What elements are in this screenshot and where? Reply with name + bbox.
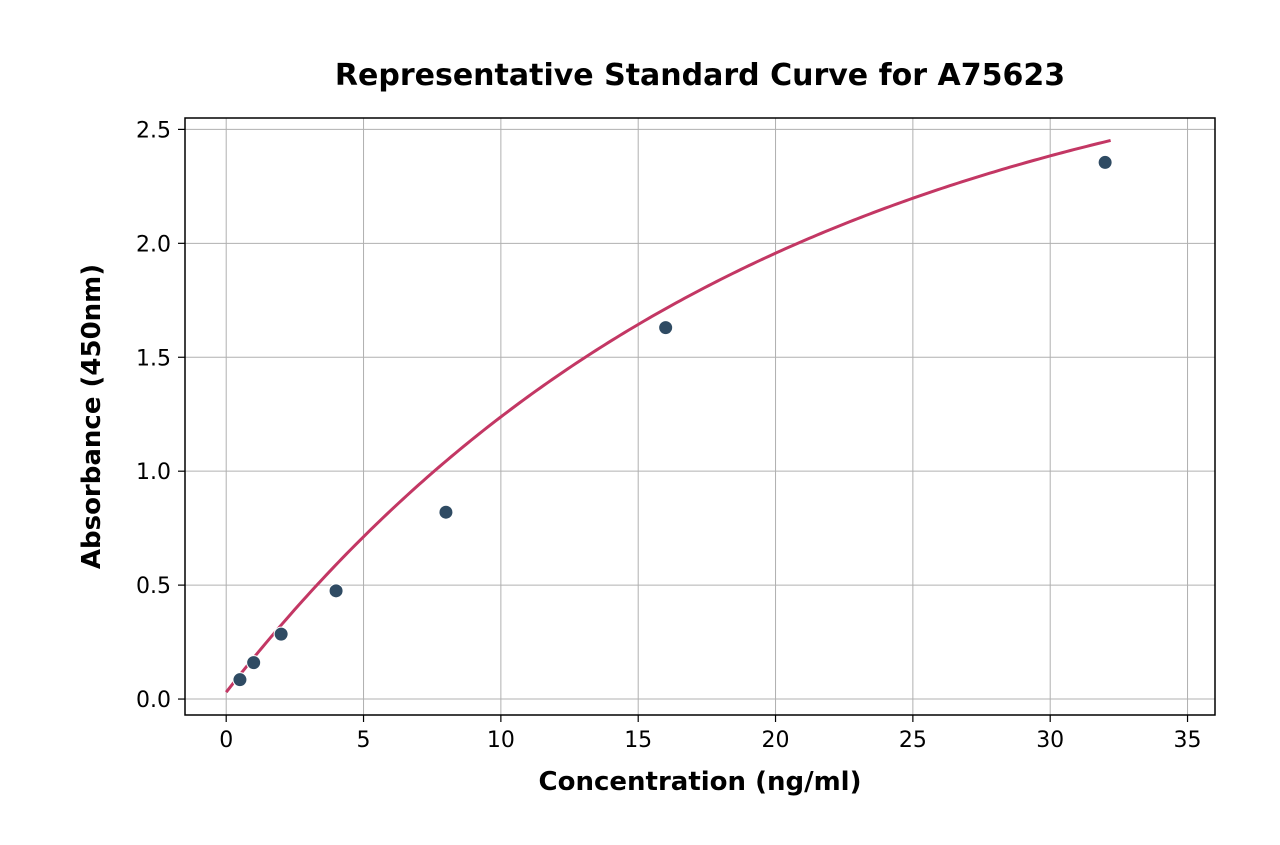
data-point	[329, 584, 343, 598]
x-tick-label: 30	[1036, 728, 1064, 753]
x-tick-label: 20	[762, 728, 790, 753]
chart-title: Representative Standard Curve for A75623	[335, 58, 1065, 93]
x-axis-label: Concentration (ng/ml)	[539, 767, 862, 797]
chart-svg: 0 5 10 15 20 25 30 35 0.0 0.5 1.0 1.5 2.0 2.5 Repres…	[0, 0, 1280, 845]
y-tick-label: 2.0	[136, 232, 171, 257]
data-point	[659, 321, 673, 335]
chart-background	[0, 0, 1280, 845]
x-tick-label: 5	[357, 728, 371, 753]
data-point	[1098, 155, 1112, 169]
data-point	[439, 505, 453, 519]
data-point	[233, 673, 247, 687]
x-tick-label: 35	[1174, 728, 1202, 753]
y-axis-label: Absorbance (450nm)	[77, 264, 107, 569]
x-tick-label: 15	[624, 728, 652, 753]
y-tick-label: 1.0	[136, 460, 171, 485]
data-point	[274, 627, 288, 641]
chart-container: 0 5 10 15 20 25 30 35 0.0 0.5 1.0 1.5 2.0 2.5 Repres…	[0, 0, 1280, 845]
y-tick-label: 0.0	[136, 688, 171, 713]
y-tick-label: 2.5	[136, 118, 171, 143]
y-tick-label: 1.5	[136, 346, 171, 371]
x-tick-label: 0	[219, 728, 233, 753]
x-tick-label: 10	[487, 728, 515, 753]
data-point	[247, 656, 261, 670]
x-tick-label: 25	[899, 728, 927, 753]
y-tick-label: 0.5	[136, 574, 171, 599]
